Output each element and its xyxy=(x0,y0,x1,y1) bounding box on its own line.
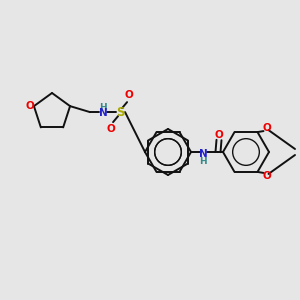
Text: O: O xyxy=(262,123,271,133)
Text: O: O xyxy=(26,101,34,111)
Text: S: S xyxy=(116,106,124,118)
Text: N: N xyxy=(99,108,107,118)
Text: O: O xyxy=(107,124,116,134)
Text: O: O xyxy=(125,90,134,100)
Text: H: H xyxy=(199,157,207,166)
Text: H: H xyxy=(99,103,107,112)
Text: O: O xyxy=(262,171,271,181)
Text: N: N xyxy=(199,149,207,159)
Text: O: O xyxy=(214,130,224,140)
